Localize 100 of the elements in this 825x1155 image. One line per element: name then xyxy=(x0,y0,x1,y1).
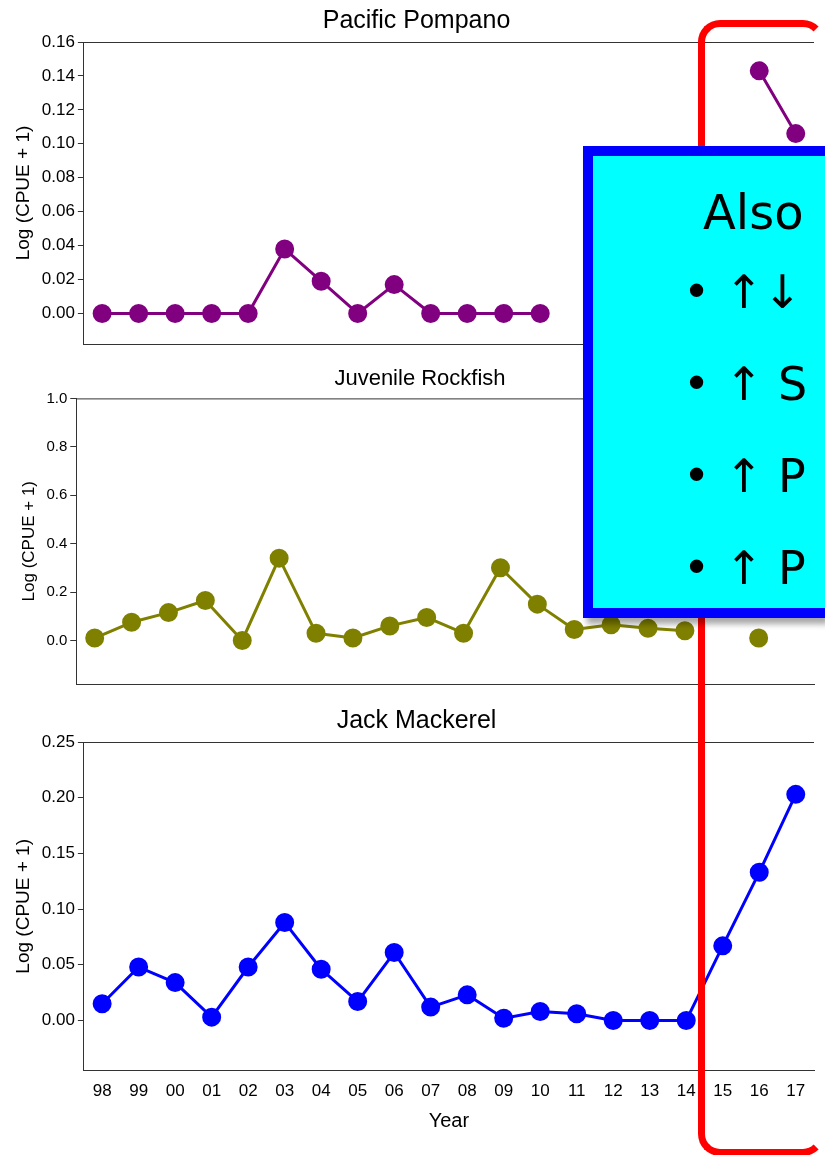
point xyxy=(713,936,733,956)
x-tick-label: 13 xyxy=(640,1081,660,1101)
x-tick-label: 05 xyxy=(348,1081,368,1101)
point xyxy=(92,303,112,323)
y-axis-title: Log (CPUE + 1) xyxy=(11,838,33,974)
point xyxy=(786,124,806,144)
point xyxy=(238,303,258,323)
y-tick-label: 0.14 xyxy=(41,65,75,85)
x-tick-label: 16 xyxy=(749,1081,769,1101)
point xyxy=(311,959,331,979)
point xyxy=(202,303,222,323)
y-tick-label: 0.10 xyxy=(41,133,75,153)
point xyxy=(457,303,477,323)
point xyxy=(564,620,584,640)
point xyxy=(311,271,331,291)
point xyxy=(676,1010,696,1030)
point xyxy=(454,623,474,643)
y-tick-label: 0.10 xyxy=(41,898,75,918)
chart-title: Juvenile Rockfish xyxy=(334,365,506,391)
point xyxy=(129,957,149,977)
y-tick-label: 0.25 xyxy=(41,731,75,751)
point xyxy=(384,943,404,963)
point xyxy=(92,994,112,1014)
y-tick-label: 0.04 xyxy=(41,235,75,255)
y-tick-label: 0.16 xyxy=(41,31,75,51)
point xyxy=(238,957,258,977)
point xyxy=(269,548,289,568)
x-tick-label: 14 xyxy=(676,1081,696,1101)
point xyxy=(749,628,769,648)
point xyxy=(165,973,185,993)
x-tick-label: 17 xyxy=(786,1081,806,1101)
x-tick-label: 15 xyxy=(713,1081,733,1101)
point xyxy=(384,275,404,295)
point xyxy=(232,630,252,650)
annotation: • ↑ P xyxy=(683,448,807,505)
annotation: Also xyxy=(702,183,805,240)
point xyxy=(457,985,477,1005)
x-tick-label: 09 xyxy=(494,1081,514,1101)
y-tick-label: 0.05 xyxy=(41,954,75,974)
point xyxy=(527,594,547,614)
x-tick-label: 98 xyxy=(92,1081,112,1101)
y-axis-title: Log (CPUE + 1) xyxy=(11,125,33,261)
point xyxy=(675,621,695,641)
point xyxy=(421,303,441,323)
point xyxy=(348,303,368,323)
point xyxy=(640,1010,660,1030)
x-tick-label: 02 xyxy=(238,1081,258,1101)
x-tick-label: 12 xyxy=(603,1081,623,1101)
x-tick-label: 01 xyxy=(202,1081,222,1101)
y-tick-label: 1.0 xyxy=(46,388,68,406)
y-tick-label: 0.08 xyxy=(41,167,75,187)
y-tick-label: 0.6 xyxy=(46,485,68,503)
point xyxy=(165,303,185,323)
point xyxy=(638,618,658,638)
x-tick-label: 07 xyxy=(421,1081,441,1101)
x-tick-label: 00 xyxy=(165,1081,185,1101)
point xyxy=(195,591,215,610)
point xyxy=(275,912,295,932)
x-axis-title: Year xyxy=(428,1108,470,1131)
y-tick-label: 0.15 xyxy=(41,843,75,863)
point xyxy=(786,784,806,804)
y-tick-label: 0.8 xyxy=(46,436,68,454)
point xyxy=(601,615,621,635)
point xyxy=(122,612,142,632)
point xyxy=(158,603,178,623)
y-tick-label: 0.00 xyxy=(41,303,75,323)
x-tick-label: 10 xyxy=(530,1081,550,1101)
annotation: • ↑↓ xyxy=(683,264,803,321)
point xyxy=(348,992,368,1012)
point xyxy=(129,303,149,323)
point xyxy=(275,239,295,259)
x-tick-label: 99 xyxy=(129,1081,149,1101)
point xyxy=(343,628,363,648)
y-tick-label: 0.02 xyxy=(41,269,75,289)
point xyxy=(494,1008,514,1028)
point xyxy=(603,1010,623,1030)
annotation: • ↑ S xyxy=(683,356,809,413)
y-tick-label: 0.12 xyxy=(41,99,75,119)
y-tick-label: 0.4 xyxy=(46,533,68,551)
point xyxy=(567,1004,587,1024)
y-tick-label: 0.06 xyxy=(41,201,75,221)
point xyxy=(85,628,105,648)
point xyxy=(380,616,400,636)
x-tick-label: 04 xyxy=(311,1081,331,1101)
annotation: • ↑ P xyxy=(683,540,807,597)
point xyxy=(421,997,441,1017)
x-tick-label: 03 xyxy=(275,1081,295,1101)
x-tick-label: 08 xyxy=(457,1081,477,1101)
x-tick-label: 06 xyxy=(384,1081,404,1101)
point xyxy=(530,303,550,323)
point xyxy=(202,1007,222,1027)
point xyxy=(490,558,510,578)
point xyxy=(749,862,769,882)
y-axis-title: Log (CPUE + 1) xyxy=(18,480,38,602)
y-tick-label: 0.2 xyxy=(46,582,68,600)
point xyxy=(494,303,514,323)
point xyxy=(306,623,326,643)
y-tick-label: 0.0 xyxy=(46,630,68,648)
y-tick-label: 0.20 xyxy=(41,787,75,807)
point xyxy=(417,607,437,627)
